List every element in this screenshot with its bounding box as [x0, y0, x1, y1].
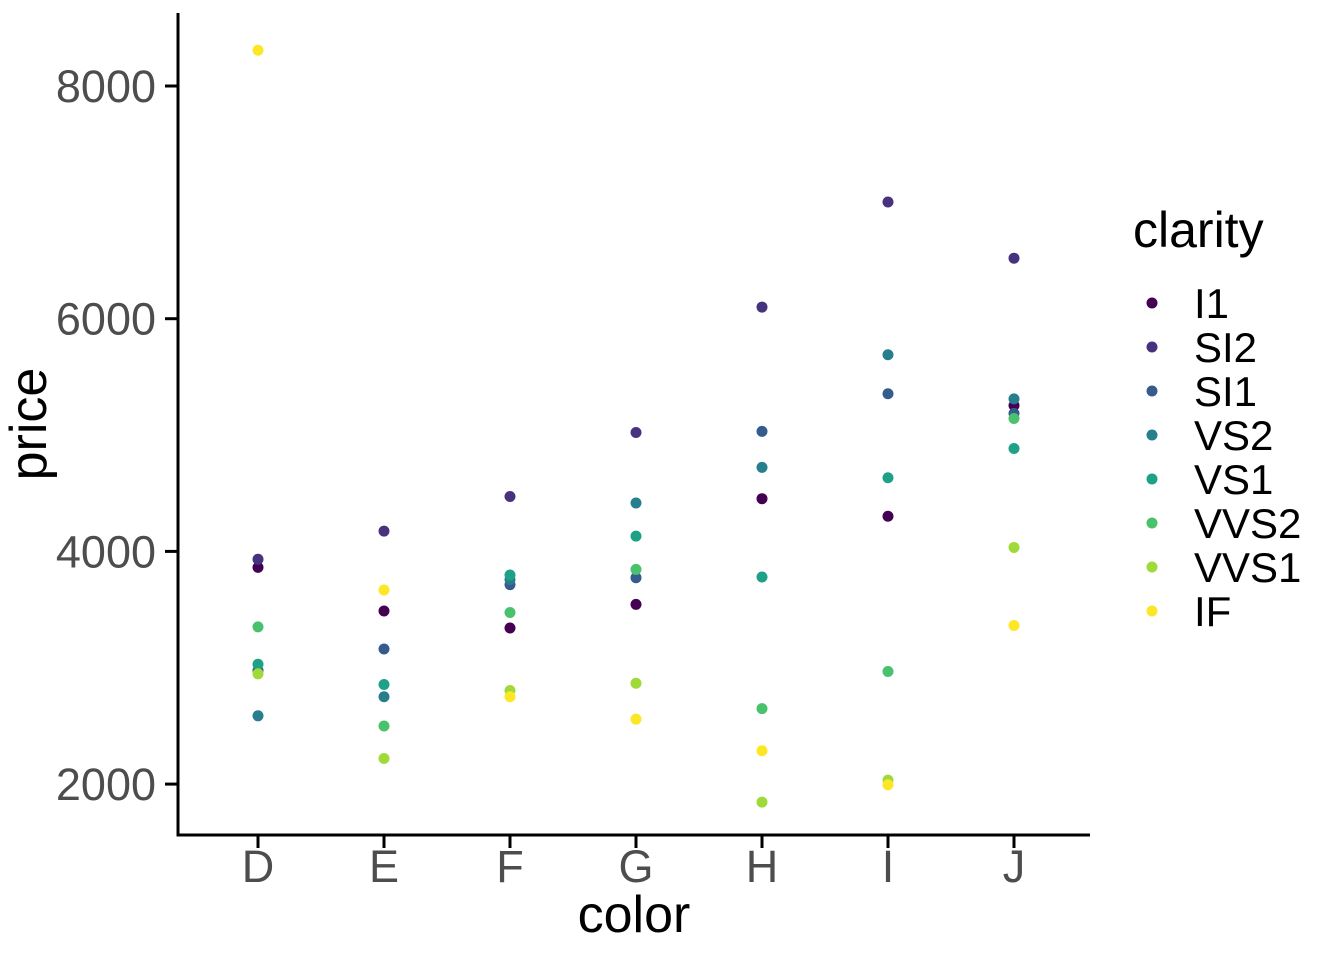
point-VS1-I [882, 472, 894, 484]
x-tick-label: I [882, 841, 895, 892]
legend-key-I1-icon [1146, 297, 1158, 309]
legend-label-VS1: VS1 [1194, 456, 1273, 503]
point-IF-G [630, 713, 642, 725]
x-tick-label: F [496, 841, 524, 892]
point-SI2-F [504, 490, 516, 502]
legend-label-VVS2: VVS2 [1194, 500, 1301, 547]
point-IF-H [756, 745, 768, 757]
point-VS2-D [252, 710, 264, 722]
legend-key-IF-icon [1146, 605, 1158, 617]
legend-key-SI1-icon [1146, 385, 1158, 397]
point-IF-F [504, 691, 516, 703]
point-VVS2-D [252, 621, 264, 633]
legend-label-SI1: SI1 [1194, 368, 1257, 415]
point-IF-D [252, 44, 264, 56]
legend-label-VS2: VS2 [1194, 412, 1273, 459]
point-I1-F [504, 622, 516, 634]
point-I1-G [630, 598, 642, 610]
point-SI2-D [252, 553, 264, 565]
point-VVS1-D [252, 668, 264, 680]
point-IF-E [378, 584, 390, 596]
point-SI2-H [756, 301, 768, 313]
x-tick-label: H [746, 841, 779, 892]
point-SI1-H [756, 425, 768, 437]
point-SI2-I [882, 196, 894, 208]
point-SI2-G [630, 426, 642, 438]
point-VVS1-H [756, 796, 768, 808]
legend-label-I1: I1 [1194, 280, 1229, 327]
point-VS2-I [882, 349, 894, 361]
point-VS2-G [630, 497, 642, 509]
point-SI1-G [630, 572, 642, 584]
legend-key-VVS2-icon [1146, 517, 1158, 529]
point-VS1-E [378, 679, 390, 691]
point-VS1-H [756, 571, 768, 583]
x-axis-title: color [578, 886, 691, 944]
point-IF-I [882, 779, 894, 791]
point-VVS2-I [882, 665, 894, 677]
point-SI2-J [1008, 252, 1020, 264]
point-IF-J [1008, 620, 1020, 632]
point-SI2-E [378, 525, 390, 537]
point-VVS2-J [1008, 413, 1020, 425]
legend-title: clarity [1133, 202, 1264, 258]
point-VVS2-G [630, 563, 642, 575]
point-VVS2-F [504, 606, 516, 618]
y-tick-label: 4000 [56, 526, 156, 577]
y-tick-label: 2000 [56, 759, 156, 810]
point-VS2-H [756, 461, 768, 473]
point-SI1-E [378, 643, 390, 655]
point-I1-D [252, 561, 264, 573]
point-I1-E [378, 605, 390, 617]
point-VVS2-E [378, 720, 390, 732]
point-VS1-J [1008, 443, 1020, 455]
point-VS1-D [252, 658, 264, 670]
y-tick-label: 8000 [56, 61, 156, 112]
legend-key-VVS1-icon [1146, 561, 1158, 573]
point-I1-H [756, 493, 768, 505]
legend-label-VVS1: VVS1 [1194, 544, 1301, 591]
x-tick-label: G [618, 841, 653, 892]
y-axis-title: price [0, 368, 58, 481]
point-VVS1-G [630, 677, 642, 689]
point-I1-I [882, 510, 894, 522]
x-tick-label: D [242, 841, 275, 892]
x-tick-label: E [369, 841, 399, 892]
point-VVS1-E [378, 753, 390, 765]
legend-key-VS1-icon [1146, 473, 1158, 485]
legend-key-SI2-icon [1146, 341, 1158, 353]
point-VVS2-H [756, 703, 768, 715]
legend-label-IF: IF [1194, 588, 1231, 635]
point-VS2-E [378, 691, 390, 703]
point-VS1-F [504, 569, 516, 581]
point-SI1-I [882, 388, 894, 400]
legend-key-VS2-icon [1146, 429, 1158, 441]
point-VS2-J [1008, 393, 1020, 405]
point-VS1-G [630, 530, 642, 542]
x-tick-label: J [1003, 841, 1026, 892]
legend-label-SI2: SI2 [1194, 324, 1257, 371]
y-tick-label: 6000 [56, 294, 156, 345]
point-VVS1-J [1008, 541, 1020, 553]
